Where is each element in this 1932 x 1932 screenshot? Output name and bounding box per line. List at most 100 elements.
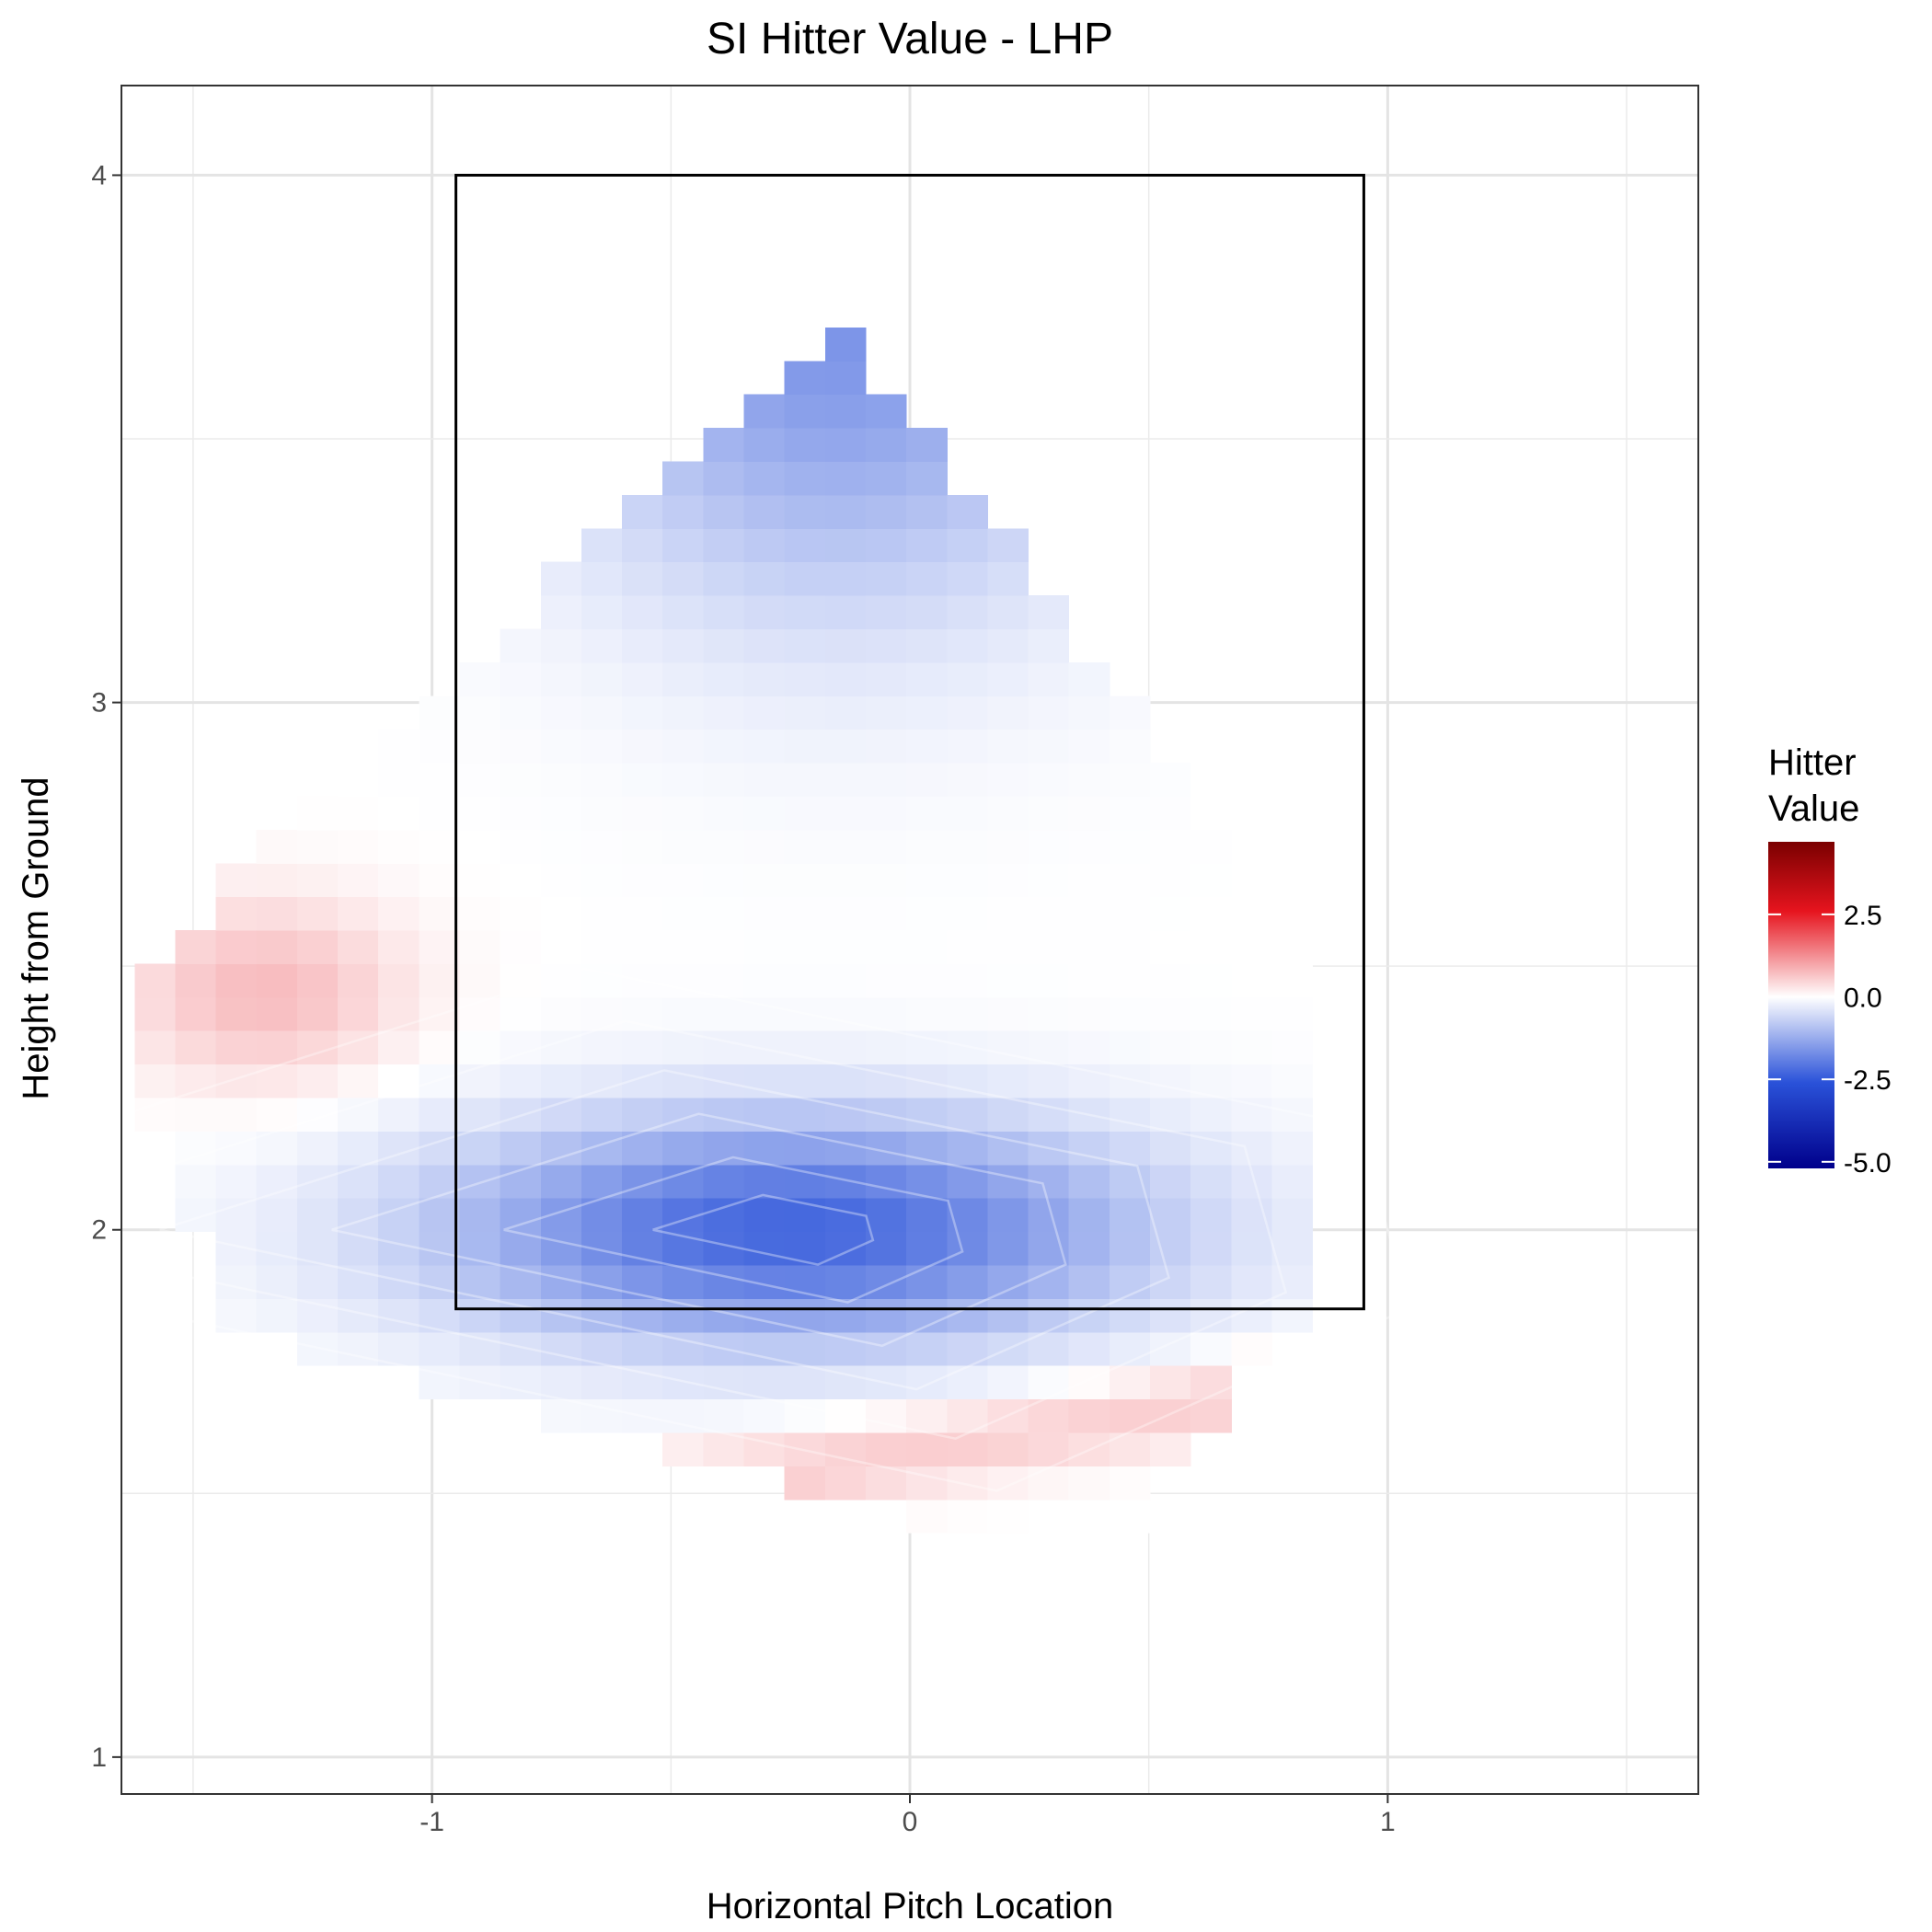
- heatmap-tile: [622, 1030, 663, 1065]
- heatmap-tile: [540, 930, 582, 964]
- heatmap-tile: [1068, 796, 1110, 831]
- heatmap-tile: [1109, 1331, 1151, 1366]
- heatmap-tile: [622, 996, 663, 1031]
- heatmap-tile: [338, 963, 379, 998]
- heatmap-tile: [378, 1331, 420, 1366]
- heatmap-tile: [1271, 1231, 1314, 1266]
- heatmap-tile: [1271, 1131, 1314, 1166]
- heatmap-tile: [500, 1030, 542, 1065]
- heatmap-tile: [865, 896, 907, 931]
- heatmap-tile: [500, 930, 542, 964]
- heatmap-tile: [1109, 930, 1151, 964]
- heatmap-tile: [865, 729, 907, 764]
- heatmap-tile: [1149, 1030, 1191, 1065]
- heatmap-tile: [1068, 1264, 1110, 1299]
- heatmap-tile: [500, 963, 542, 998]
- heatmap-tile: [824, 963, 867, 998]
- heatmap-tile: [296, 930, 339, 964]
- heatmap-tile: [947, 628, 988, 663]
- heatmap-tile: [622, 1164, 663, 1199]
- heatmap-tile: [865, 561, 907, 596]
- heatmap-tile: [500, 628, 542, 663]
- heatmap-tile: [865, 963, 907, 998]
- heatmap-tile: [459, 863, 501, 898]
- heatmap-tile: [1109, 696, 1151, 730]
- heatmap-tile: [1028, 1466, 1070, 1501]
- heatmap-tile: [1068, 963, 1110, 998]
- heatmap-tile: [662, 461, 704, 496]
- heatmap-tile: [784, 628, 826, 663]
- heatmap-tile: [662, 729, 704, 764]
- heatmap-tile: [622, 763, 663, 797]
- heatmap-tile: [987, 963, 1029, 998]
- heatmap-tile: [622, 1264, 663, 1299]
- heatmap-tile: [865, 528, 907, 563]
- heatmap-tile: [824, 628, 867, 663]
- heatmap-tile: [419, 1231, 460, 1266]
- heatmap-tile: [743, 696, 786, 730]
- heatmap-tile: [906, 1331, 948, 1366]
- heatmap-tile: [1068, 1331, 1110, 1366]
- heatmap-tile: [987, 996, 1029, 1031]
- heatmap-tile: [500, 1198, 542, 1233]
- heatmap-tile: [256, 1231, 298, 1266]
- heatmap-tile: [662, 1264, 704, 1299]
- heatmap-tile: [987, 1164, 1029, 1199]
- heatmap-tile: [540, 1298, 582, 1333]
- heatmap-tile: [947, 1499, 988, 1534]
- heatmap-tile: [703, 863, 745, 898]
- heatmap-tile: [1028, 930, 1070, 964]
- heatmap-tile: [256, 1298, 298, 1333]
- heatmap-tile: [1068, 1064, 1110, 1098]
- heatmap-tile: [1149, 1264, 1191, 1299]
- heatmap-tile: [947, 696, 988, 730]
- heatmap-tile: [743, 1264, 786, 1299]
- heatmap-tile: [784, 1030, 826, 1065]
- heatmap-tile: [378, 1264, 420, 1299]
- heatmap-tile: [784, 361, 826, 396]
- heatmap-tile: [1068, 1533, 1110, 1568]
- y-tick-label: 2: [91, 1215, 107, 1246]
- heatmap-tile: [662, 1298, 704, 1333]
- heatmap-tile: [703, 829, 745, 864]
- heatmap-tile: [215, 1231, 258, 1266]
- heatmap-tile: [906, 1098, 948, 1132]
- heatmap-tile: [419, 896, 460, 931]
- heatmap-tile: [906, 661, 948, 696]
- heatmap-tile: [1149, 1231, 1191, 1266]
- legend-break-label: 0.0: [1844, 983, 1882, 1014]
- heatmap-tile: [824, 896, 867, 931]
- heatmap-tile: [256, 829, 298, 864]
- heatmap-tile: [622, 896, 663, 931]
- heatmap-tile: [540, 1398, 582, 1433]
- heatmap-tile: [622, 561, 663, 596]
- heatmap-tile: [419, 696, 460, 730]
- heatmap-tile: [296, 1198, 339, 1233]
- heatmap-tile: [906, 528, 948, 563]
- heatmap-tile: [743, 930, 786, 964]
- heatmap-tile: [500, 1264, 542, 1299]
- heatmap-tile: [824, 729, 867, 764]
- heatmap-tile: [824, 1264, 867, 1299]
- heatmap-tile: [622, 528, 663, 563]
- heatmap-tile: [581, 528, 623, 563]
- heatmap-tile: [662, 696, 704, 730]
- heatmap-tile: [824, 1466, 867, 1501]
- heatmap-tile: [419, 729, 460, 764]
- heatmap-tile: [175, 996, 217, 1031]
- heatmap-tile: [1028, 1098, 1070, 1132]
- heatmap-tile: [622, 696, 663, 730]
- heatmap-tile: [947, 930, 988, 964]
- heatmap-tile: [906, 1264, 948, 1299]
- heatmap-tile: [1190, 996, 1232, 1031]
- legend-breaks: 2.5 0.0 -2.5 -5.0: [1768, 901, 1892, 1179]
- heatmap-tile: [459, 896, 501, 931]
- heatmap-tile: [419, 1365, 460, 1400]
- heatmap-tile: [1109, 1432, 1151, 1466]
- heatmap-tile: [703, 1365, 745, 1400]
- heatmap-tile: [500, 763, 542, 797]
- heatmap-tile: [581, 1264, 623, 1299]
- heatmap-tile: [784, 561, 826, 596]
- heatmap-tile: [662, 996, 704, 1031]
- heatmap-tile: [987, 1499, 1029, 1534]
